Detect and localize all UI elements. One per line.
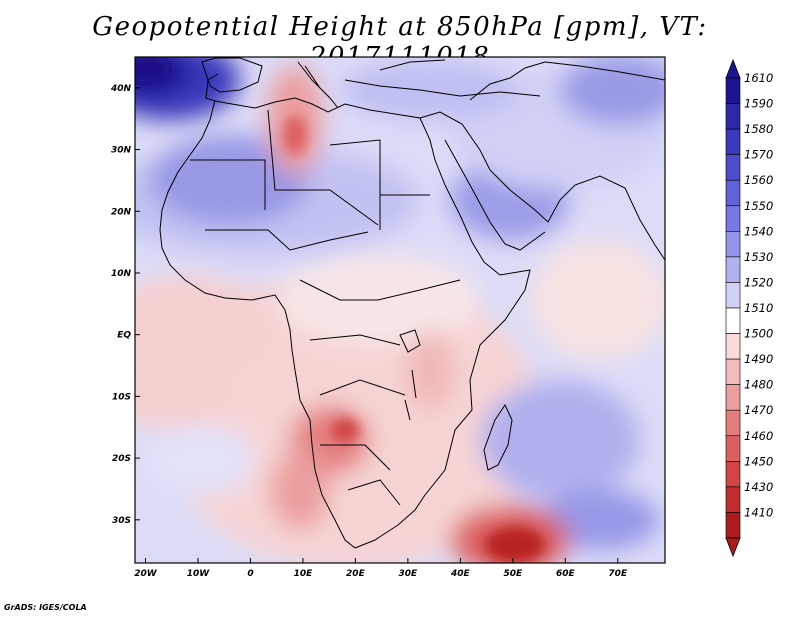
italy-coast: [297, 61, 339, 109]
colorbar-label: 1530: [744, 250, 773, 264]
lon-tick-label: 10W: [187, 569, 211, 579]
mediterranean-coast: [344, 59, 541, 97]
lon-tick-label: 60E: [556, 569, 576, 579]
colorbar-bottom-arrow: [725, 537, 741, 558]
lon-tick-label: 40E: [450, 569, 471, 579]
colorbar-label: 1510: [744, 301, 773, 315]
colorbar-label: 1500: [744, 327, 773, 341]
colorbar-swatch: [725, 307, 741, 334]
colorbar-swatch: [725, 77, 741, 104]
colorbar-swatch: [725, 205, 741, 232]
lat-tick-label: 40N: [110, 84, 132, 94]
latitude-axis: 40N 30N 20N 10N EQ 10S 20S 30S: [110, 84, 140, 526]
colorbar-label: 1480: [744, 378, 773, 392]
lon-tick-label: 30E: [399, 569, 419, 579]
colorbar-label: 1550: [744, 199, 773, 213]
colorbar-label: 1450: [744, 454, 773, 468]
country-borders: [190, 109, 461, 506]
colorbar-swatch: [725, 154, 741, 181]
colorbar-swatch: [725, 231, 741, 258]
colorbar-label: 1410: [744, 505, 773, 519]
colorbar-swatch: [725, 461, 741, 488]
longitude-axis: 20W 10W 0 10E 20E 30E 40E 50E 60E 70E: [134, 558, 628, 579]
lat-tick-label: 30N: [111, 146, 132, 156]
lat-tick-label: 20N: [111, 207, 132, 217]
colorbar-swatch: [725, 409, 741, 437]
colorbar-swatch: [725, 256, 741, 283]
colorbar-label: 1610: [744, 71, 773, 85]
field-soft-layer: [135, 57, 665, 563]
field-core-layer: [135, 57, 545, 563]
lat-tick-label: 20S: [112, 454, 131, 464]
colorbar-swatch: [725, 103, 741, 130]
asia-coast: [469, 61, 665, 101]
lon-tick-label: 0: [247, 569, 253, 579]
lon-tick-label: 20E: [346, 569, 366, 579]
lon-tick-label: 10E: [294, 569, 314, 579]
madagascar-coast: [483, 403, 513, 471]
colorbar: 1610 1590 1580 1570 1560 1550 1540 1530 1520 1510…: [725, 58, 773, 558]
colorbar-top-arrow: [725, 58, 741, 79]
colorbar-label: 1520: [744, 275, 773, 289]
colorbar-label: 1540: [744, 224, 773, 238]
geopotential-field: [135, 57, 665, 563]
colorbar-swatch: [725, 435, 741, 462]
colorbar-label: 1470: [744, 403, 773, 417]
colorbar-label: 1490: [744, 352, 773, 366]
lat-tick-label: 10S: [112, 392, 131, 402]
colorbar-swatch: [725, 282, 741, 309]
colorbar-swatch: [725, 179, 741, 207]
colorbar-swatch: [725, 128, 741, 155]
lat-tick-label: 30S: [112, 516, 131, 526]
coastlines: [159, 57, 665, 549]
colorbar-label: 1570: [744, 148, 773, 162]
colorbar-swatch: [725, 333, 741, 360]
colorbar-swatch: [725, 512, 741, 539]
lat-tick-label: 10N: [111, 269, 132, 279]
colorbar-label: 1430: [744, 480, 773, 494]
colorbar-swatch: [725, 384, 741, 411]
iberia-coast: [201, 57, 263, 93]
colorbar-swatch: [725, 358, 741, 385]
plot-frame: [134, 56, 666, 564]
colorbar-label: 1590: [744, 97, 773, 111]
lon-tick-label: 20W: [134, 569, 158, 579]
africa-coast: [159, 73, 531, 549]
grads-credit: GrADS: IGES/COLA: [4, 603, 87, 612]
great-lakes: [399, 329, 421, 421]
colorbar-swatch: [725, 486, 741, 513]
colorbar-label: 1460: [744, 429, 773, 443]
arabia-coast: [419, 111, 665, 261]
colorbar-label: 1580: [744, 122, 773, 136]
lon-tick-label: 50E: [503, 569, 523, 579]
colorbar-label: 1560: [744, 173, 773, 187]
lon-tick-label: 70E: [608, 569, 628, 579]
lat-tick-label: EQ: [117, 331, 131, 341]
